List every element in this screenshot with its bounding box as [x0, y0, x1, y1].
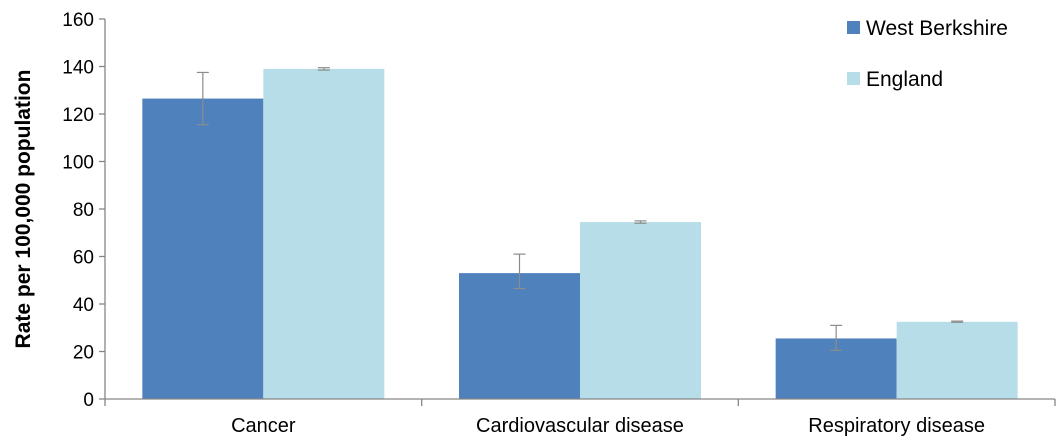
y-axis-label: Rate per 100,000 population	[12, 70, 35, 349]
y-tick-label: 140	[62, 58, 94, 79]
y-tick-label: 160	[62, 10, 94, 31]
x-category-label: Cancer	[231, 415, 296, 437]
legend-swatch-west-berkshire	[847, 21, 860, 34]
y-tick-label: 20	[73, 343, 94, 364]
y-tick-label: 120	[62, 105, 94, 126]
legend-swatch-england	[847, 72, 860, 85]
y-tick-label: 80	[73, 200, 94, 221]
legend: West Berkshire England	[847, 17, 1008, 91]
y-ticks-layer: 0 20 40 60 80 100 120 140 160	[62, 10, 105, 411]
y-tick-label: 60	[73, 248, 94, 269]
bar-england-respiratory-disease	[896, 321, 1018, 399]
y-tick-label: 100	[62, 153, 94, 174]
x-category-label: Respiratory disease	[808, 415, 985, 437]
bar-west-berkshire-cancer	[142, 98, 264, 399]
bars-layer	[142, 68, 1018, 399]
x-category-label: Cardiovascular disease	[476, 415, 684, 437]
bar-england-cancer	[263, 68, 385, 399]
legend-label-west-berkshire: West Berkshire	[866, 17, 1008, 40]
legend-label-england: England	[866, 68, 943, 91]
error-bars-layer	[196, 67, 964, 351]
bar-england-cardiovascular-disease	[580, 222, 701, 399]
y-tick-label: 0	[83, 390, 94, 411]
x-categories-layer: Cancer Cardiovascular disease Respiratory …	[104, 399, 1056, 437]
y-tick-label: 40	[73, 295, 94, 316]
bar-west-berkshire-cardiovascular-disease	[459, 273, 580, 399]
